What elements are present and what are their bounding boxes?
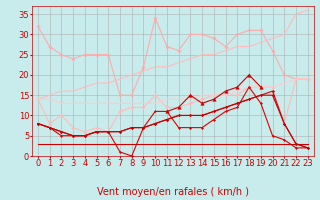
X-axis label: Vent moyen/en rafales ( km/h ): Vent moyen/en rafales ( km/h )	[97, 187, 249, 197]
